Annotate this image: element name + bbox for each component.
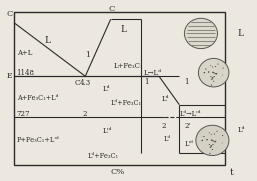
Text: t: t [230, 168, 234, 177]
Text: C: C [75, 79, 81, 87]
Text: L: L [121, 25, 127, 34]
Ellipse shape [211, 79, 213, 80]
Ellipse shape [216, 131, 218, 132]
Ellipse shape [209, 144, 210, 145]
Text: Lᵈ: Lᵈ [238, 126, 245, 134]
Ellipse shape [201, 140, 203, 141]
Ellipse shape [213, 72, 214, 73]
Ellipse shape [185, 18, 217, 49]
Ellipse shape [215, 141, 216, 142]
Text: P+Fe₃C₁+L'ᵈ: P+Fe₃C₁+L'ᵈ [17, 136, 59, 144]
Ellipse shape [212, 140, 213, 141]
Ellipse shape [212, 66, 213, 68]
Text: L: L [45, 36, 51, 45]
Text: 2': 2' [185, 122, 191, 130]
Ellipse shape [215, 73, 216, 74]
Text: 727: 727 [17, 110, 30, 118]
Text: 1: 1 [85, 51, 90, 59]
Text: C: C [108, 5, 115, 12]
Ellipse shape [209, 153, 211, 154]
Ellipse shape [211, 85, 212, 86]
Ellipse shape [211, 140, 212, 141]
Ellipse shape [213, 72, 215, 73]
Text: L→Lᵈ: L→Lᵈ [144, 69, 162, 77]
Text: 1148: 1148 [17, 69, 35, 77]
Ellipse shape [210, 147, 211, 148]
Ellipse shape [215, 66, 216, 67]
Ellipse shape [212, 149, 213, 150]
Ellipse shape [210, 65, 211, 66]
Text: Lᵈ→L'ᵈ: Lᵈ→L'ᵈ [179, 110, 201, 118]
Ellipse shape [212, 140, 213, 141]
Text: Lᵈ+Fe₃C₁: Lᵈ+Fe₃C₁ [111, 99, 142, 107]
Ellipse shape [210, 145, 212, 147]
Ellipse shape [216, 73, 217, 74]
Text: A+Fe₃C₁+Lᵈ: A+Fe₃C₁+Lᵈ [17, 94, 58, 102]
Ellipse shape [208, 71, 209, 73]
Ellipse shape [214, 133, 215, 134]
Ellipse shape [223, 68, 224, 69]
Ellipse shape [209, 132, 210, 133]
Text: L: L [238, 29, 244, 38]
Text: Lᵈ: Lᵈ [164, 135, 171, 143]
Ellipse shape [212, 72, 213, 73]
Text: Lᵈ+Fe₃C₁: Lᵈ+Fe₃C₁ [88, 152, 119, 160]
Text: C%: C% [111, 169, 125, 176]
Text: L+Fe₃C₁: L+Fe₃C₁ [113, 62, 143, 70]
Ellipse shape [211, 134, 212, 135]
Ellipse shape [213, 72, 214, 73]
Text: E: E [6, 72, 12, 80]
Ellipse shape [217, 64, 218, 65]
Ellipse shape [210, 76, 212, 77]
Text: 1: 1 [185, 78, 189, 86]
Ellipse shape [214, 76, 215, 77]
Text: Lᵈ: Lᵈ [103, 85, 111, 93]
Text: 4.3: 4.3 [80, 79, 91, 87]
Text: A+L: A+L [17, 49, 32, 57]
Ellipse shape [213, 81, 214, 82]
Text: L'ᵈ: L'ᵈ [103, 127, 113, 136]
Ellipse shape [214, 141, 216, 142]
Ellipse shape [198, 58, 229, 87]
Text: 1: 1 [144, 78, 148, 86]
Ellipse shape [212, 144, 214, 145]
Text: 2: 2 [162, 122, 166, 130]
Ellipse shape [196, 125, 229, 155]
Text: C: C [6, 10, 13, 18]
Ellipse shape [216, 74, 217, 75]
Ellipse shape [205, 68, 207, 70]
Ellipse shape [206, 139, 208, 140]
Ellipse shape [203, 136, 205, 137]
Text: L'ᵈ: L'ᵈ [185, 140, 193, 148]
Ellipse shape [204, 72, 205, 73]
Ellipse shape [222, 135, 223, 136]
Text: 2: 2 [83, 110, 87, 118]
Ellipse shape [213, 141, 215, 142]
Ellipse shape [211, 139, 212, 140]
Text: Lᵈ: Lᵈ [162, 95, 169, 103]
Ellipse shape [212, 77, 213, 79]
Bar [14, 12, 225, 165]
